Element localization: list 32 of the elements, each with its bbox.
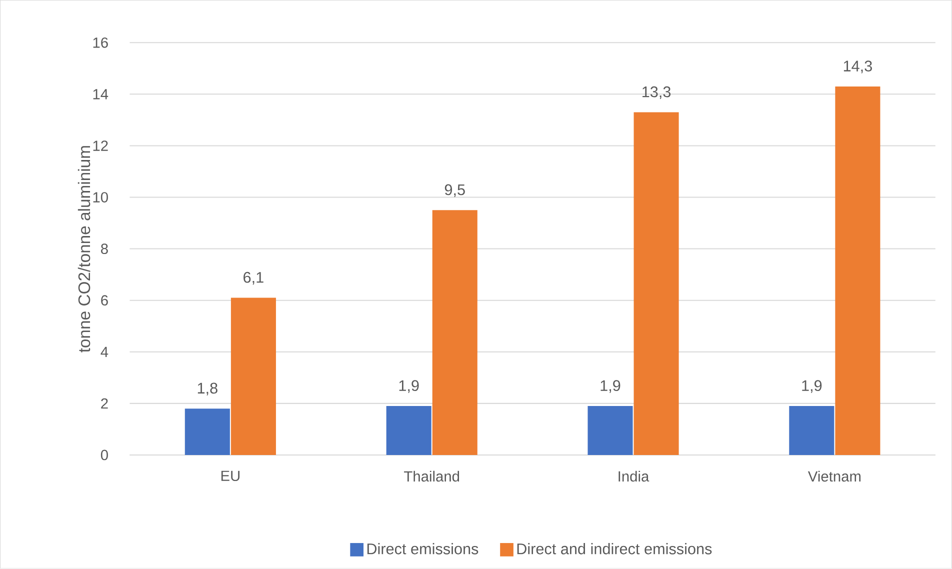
data-label: 6,1 [244, 272, 264, 285]
bar [835, 86, 880, 456]
y-tick-label: 6 [101, 295, 108, 306]
data-label: 9,5 [444, 184, 465, 198]
y-tick-label: 0 [100, 450, 108, 460]
x-tick-label: Thailand [404, 470, 460, 482]
x-tick-label: Vietnam [808, 470, 860, 482]
bar [230, 298, 276, 456]
data-label: 1,8 [198, 382, 218, 396]
legend-label: Direct and indirect emissions [517, 543, 712, 554]
data-label: 1,9 [802, 380, 822, 394]
data-label: 1,9 [399, 380, 419, 394]
data-label: 13,3 [642, 86, 671, 100]
y-tick-label: 2 [101, 398, 108, 409]
legend-label: Direct emissions [367, 543, 478, 554]
data-label: 14,3 [844, 60, 872, 74]
x-tick-label: EU [221, 470, 240, 482]
y-tick-label: 10 [93, 192, 108, 203]
y-tick-label: 16 [93, 38, 108, 48]
data-label: 1,9 [600, 380, 620, 394]
bar [432, 210, 478, 456]
y-tick-label: 14 [93, 89, 108, 100]
y-tick-label: 4 [100, 347, 108, 358]
bar [184, 408, 230, 456]
bar [789, 406, 834, 456]
y-tick-label: 8 [101, 244, 108, 254]
bar [588, 406, 633, 456]
y-tick-label: 12 [93, 140, 108, 151]
bar [386, 406, 432, 456]
x-tick-label: India [618, 470, 650, 482]
y-axis-title: tonne CO2/tonne aluminium [78, 146, 90, 353]
bar [634, 112, 679, 456]
